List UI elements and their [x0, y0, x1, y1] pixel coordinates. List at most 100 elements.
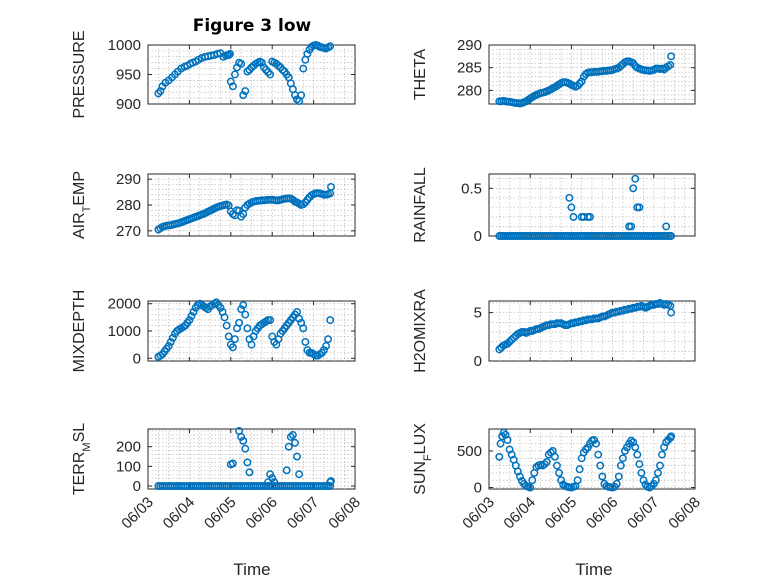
data-point — [156, 87, 165, 95]
data-point — [224, 51, 233, 59]
data-point — [635, 203, 644, 212]
data-point — [166, 337, 175, 346]
data-point — [222, 321, 231, 330]
y-axis-label: RAINFALL — [412, 167, 429, 243]
data-point — [241, 87, 250, 95]
data-point — [239, 301, 248, 310]
y-tick-label: 2000 — [108, 296, 141, 313]
data-point — [656, 461, 664, 470]
data-markers — [495, 52, 676, 108]
data-point — [667, 432, 676, 441]
data-point — [320, 346, 328, 355]
data-point — [327, 477, 335, 486]
data-point — [581, 445, 590, 454]
data-point — [237, 59, 246, 68]
data-point — [286, 432, 295, 441]
y-axis-label: AIRTEMP — [71, 171, 93, 239]
data-markers — [495, 174, 676, 240]
data-point — [226, 77, 235, 86]
data-point — [667, 52, 676, 61]
data-point — [241, 310, 250, 319]
data-point — [228, 459, 237, 468]
data-markers — [495, 298, 676, 354]
y-tick-label: 280 — [116, 197, 141, 214]
data-point — [575, 465, 584, 474]
data-point — [274, 61, 283, 70]
data-point — [297, 91, 306, 100]
data-markers — [154, 298, 335, 361]
data-point — [228, 343, 237, 352]
data-point — [557, 476, 566, 485]
y-axis-label: PRESSURE — [71, 30, 88, 118]
data-point — [243, 324, 252, 333]
data-point — [326, 42, 335, 51]
data-point — [667, 232, 676, 240]
data-point — [224, 332, 233, 341]
x-axis-label-right: Time — [575, 560, 612, 579]
data-point — [565, 193, 574, 202]
data-point — [503, 436, 512, 444]
data-point — [230, 335, 239, 344]
x-tick-label: 06/05 — [201, 494, 240, 533]
data-point — [237, 432, 246, 441]
data-point — [507, 335, 516, 344]
y-tick-label: 0 — [474, 353, 482, 370]
x-tick-label: 06/04 — [160, 494, 199, 533]
x-tick-label: 06/08 — [665, 494, 704, 533]
data-point — [633, 450, 642, 459]
y-tick-label: 1000 — [108, 37, 141, 54]
data-point — [585, 212, 594, 221]
data-markers — [495, 428, 676, 492]
data-point — [614, 472, 623, 481]
x-tick-label: 06/07 — [624, 494, 663, 533]
data-point — [266, 70, 275, 79]
y-tick-label: 280 — [457, 82, 482, 99]
data-point — [327, 182, 335, 191]
data-point — [495, 452, 504, 461]
data-point — [505, 337, 514, 346]
data-point — [612, 479, 621, 488]
data-point — [266, 470, 275, 479]
data-point — [257, 58, 266, 67]
subplot-1: 900 950 1000 PRESSURE — [71, 30, 356, 119]
data-point — [577, 77, 586, 86]
data-point — [598, 472, 607, 481]
data-point — [651, 476, 660, 485]
subplot-3: 270 280 290 AIRTEMP — [71, 171, 356, 240]
data-point — [550, 452, 559, 461]
data-point — [239, 91, 248, 100]
data-point — [575, 79, 584, 88]
data-point — [288, 430, 297, 439]
y-tick-label: 290 — [457, 37, 482, 54]
data-point — [303, 49, 312, 58]
data-point — [631, 174, 640, 183]
data-point — [528, 476, 537, 485]
y-tick-label: 200 — [116, 439, 141, 456]
data-point — [295, 470, 304, 479]
data-point — [226, 49, 234, 58]
data-point — [299, 324, 308, 333]
data-point — [168, 333, 177, 342]
y-axis-label: H2OMIXRA — [412, 289, 429, 373]
data-point — [228, 82, 237, 91]
data-point — [268, 474, 277, 483]
subplot-6: 0 5 H2OMIXRA — [412, 289, 696, 373]
data-markers — [154, 182, 335, 234]
x-tick-label: 06/08 — [325, 494, 364, 533]
data-point — [270, 478, 279, 487]
data-point — [542, 457, 551, 466]
data-point — [637, 468, 646, 477]
y-tick-label: 1000 — [108, 323, 141, 340]
data-point — [241, 444, 250, 453]
figure-title: Figure 3 low — [193, 16, 312, 36]
data-point — [282, 466, 291, 475]
data-point — [526, 483, 535, 492]
data-point — [299, 64, 308, 73]
data-point — [295, 314, 304, 323]
data-point — [592, 439, 601, 448]
data-point — [647, 482, 656, 491]
data-point — [266, 316, 275, 325]
data-point — [567, 203, 576, 212]
